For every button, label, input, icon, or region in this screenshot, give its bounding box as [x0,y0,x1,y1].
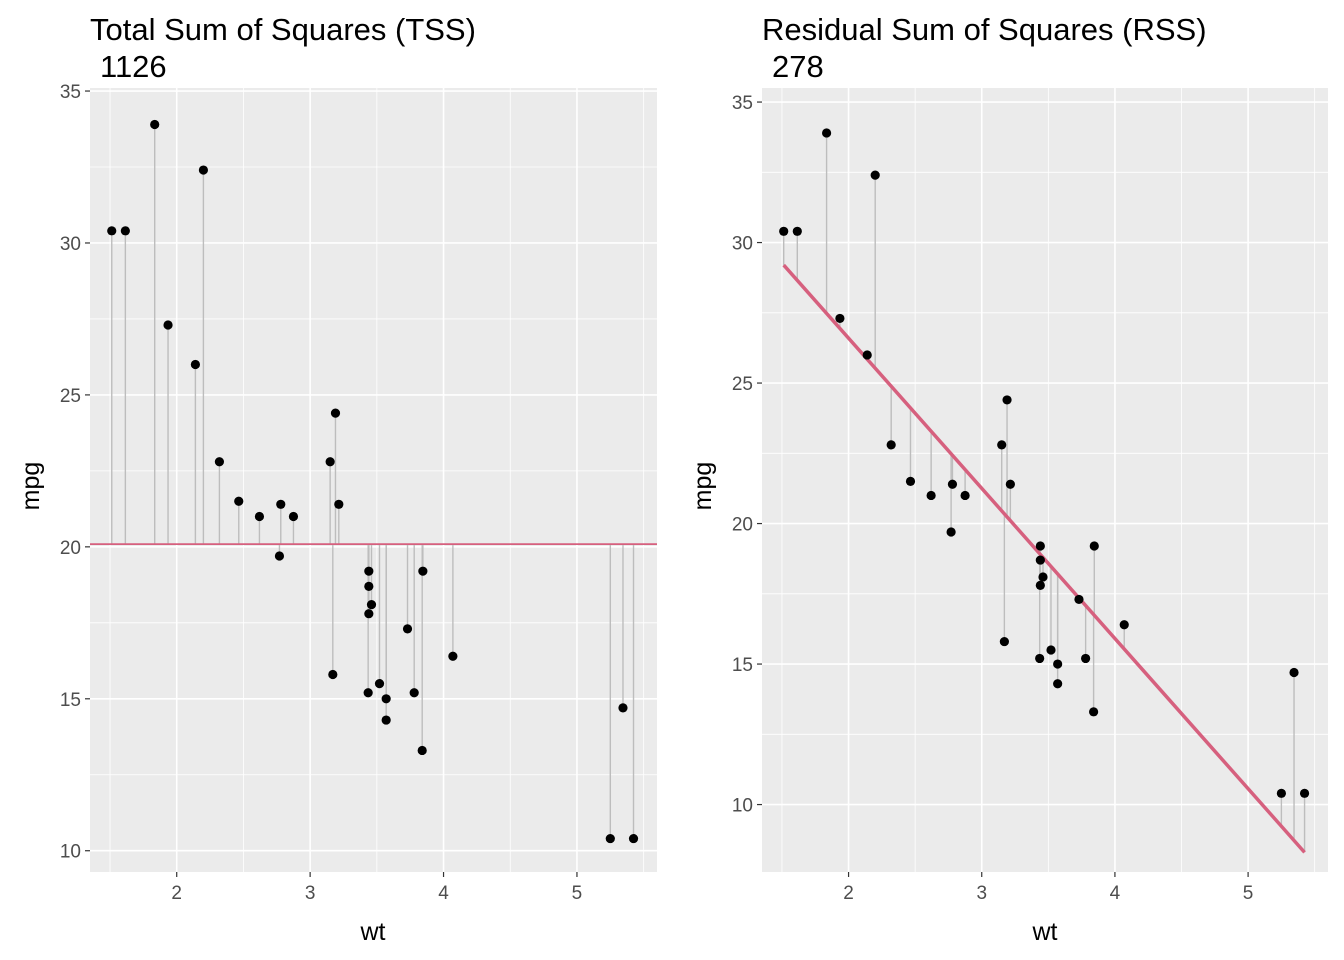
rss-chart: Residual Sum of Squares (RSS) 278 2 3 4 5 10… [689,12,1328,946]
y-tick-label: 15 [732,655,753,676]
y-tick-label: 35 [60,82,81,103]
data-point [628,833,639,844]
panel-background [90,88,657,872]
y-tick-label: 35 [732,93,753,114]
y-tick-label: 10 [732,796,753,817]
data-point [107,226,117,236]
data-point [618,703,628,713]
data-point [886,440,896,450]
data-point [1119,620,1129,630]
data-point [862,350,872,360]
data-point [1035,541,1045,551]
data-point [364,609,374,619]
y-tick-label: 15 [60,690,81,711]
chart-subtitle: 278 [772,49,824,84]
y-axis-title: mpg [689,462,717,511]
data-point [1089,707,1099,717]
data-point [605,833,615,844]
data-point [1053,679,1063,689]
y-tick-label: 20 [60,538,81,559]
data-point [1005,479,1015,489]
plot-area: 2 3 4 5 10 15 20 25 30 35 [732,88,1328,904]
data-point [999,636,1009,647]
data-point [288,511,299,522]
x-tick-label: 5 [572,883,583,904]
chart-title: Residual Sum of Squares (RSS) [762,12,1207,47]
panel-background [762,88,1328,872]
data-point [120,226,130,236]
data-point [198,165,208,175]
data-point [1089,541,1099,551]
data-point [946,527,956,537]
x-tick-label: 2 [843,883,854,904]
x-tick-label: 5 [1243,883,1254,904]
data-point [328,669,338,680]
data-point [366,599,377,610]
data-point [364,566,374,576]
chart-subtitle: 1126 [100,49,167,84]
data-point [997,440,1007,450]
data-point [381,715,391,725]
data-point [792,226,802,236]
data-point [1035,653,1045,664]
data-point [1299,788,1310,798]
x-axis-title: wt [1032,918,1058,946]
data-point [960,490,970,501]
y-tick-label: 25 [732,374,753,395]
data-point [409,688,419,698]
data-point [1002,395,1012,405]
data-point [905,476,916,487]
x-tick-label: 2 [171,883,182,904]
x-tick-label: 4 [1110,883,1121,904]
data-point [274,551,285,561]
data-point [1289,667,1299,678]
y-tick-label: 10 [60,842,81,863]
data-point [821,128,832,138]
data-point [417,745,427,756]
data-point [947,479,958,489]
data-point [1046,645,1056,655]
data-point [363,688,373,698]
data-point [364,581,374,591]
y-tick-label: 30 [732,234,753,255]
data-point [402,624,413,634]
data-point [330,408,341,418]
chart-title: Total Sum of Squares (TSS) [90,12,476,47]
data-point [276,499,286,509]
data-point [1035,580,1045,590]
data-point [163,320,173,330]
x-tick-label: 3 [305,883,316,904]
data-point [870,170,880,180]
data-point [234,496,244,506]
data-point [1081,653,1091,664]
x-tick-label: 4 [438,883,449,904]
y-tick-label: 25 [60,386,81,407]
data-point [325,457,335,467]
data-point [448,651,458,661]
data-point [254,511,265,522]
plot-area: 2 3 4 5 10 15 20 25 30 35 [60,82,657,904]
data-point [779,226,789,236]
y-tick-label: 30 [60,234,81,255]
x-tick-label: 3 [976,883,987,904]
data-point [1276,788,1286,798]
data-point [418,566,428,576]
data-point [1053,659,1063,669]
data-point [334,499,344,509]
data-point [1074,594,1084,605]
x-axis-title: wt [360,918,386,946]
data-point [1038,572,1048,582]
y-tick-label: 20 [732,515,753,536]
data-point [190,359,200,370]
data-point [150,119,160,130]
data-point [1035,555,1045,565]
tss-chart: Total Sum of Squares (TSS) 1126 2 3 4 5 10 15… [17,12,657,946]
data-point [214,457,225,467]
data-point [835,313,845,324]
data-point [381,694,391,704]
data-point [926,490,936,501]
y-axis-title: mpg [17,462,45,511]
data-point [374,678,385,689]
